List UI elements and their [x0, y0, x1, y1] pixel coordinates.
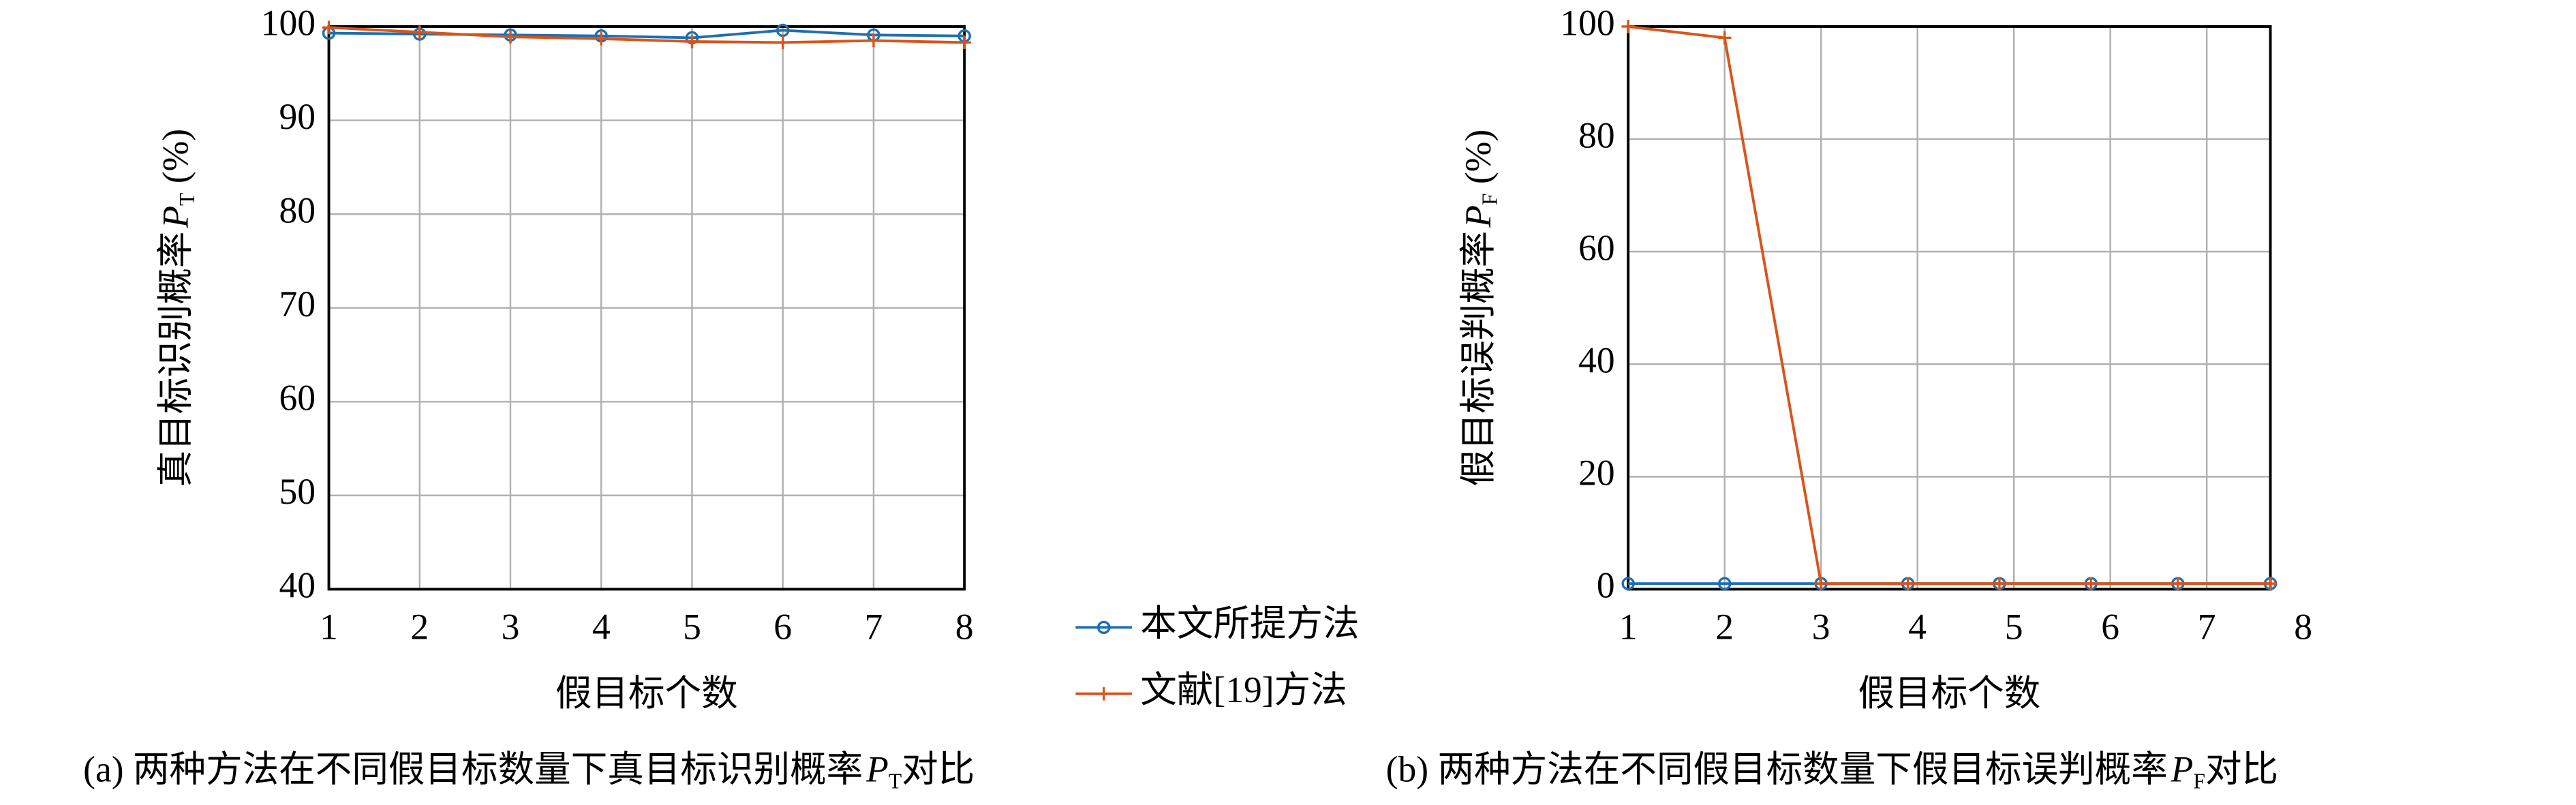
y-tick-label: 80 [279, 189, 316, 230]
point [1993, 577, 2006, 590]
plot-frame [1627, 25, 2272, 591]
x-tick-label: 5 [683, 607, 701, 648]
point [2084, 577, 2098, 590]
legend-label: 本文所提方法 [1140, 603, 1359, 644]
y-tick-label: 20 [1578, 453, 1615, 493]
x-tick-label: 7 [2198, 607, 2216, 648]
y-axis-label-text: 真目标识别概率 [155, 232, 196, 487]
y-tick-label: 60 [1578, 227, 1615, 268]
x-tick-label: 3 [502, 607, 520, 648]
y-tick-label: 60 [279, 378, 316, 419]
x-tick-label: 8 [2294, 607, 2312, 648]
y-axis-label-tail: (%) [1458, 130, 1499, 194]
point [776, 35, 790, 50]
point [685, 35, 699, 48]
caption-symbol: P [2171, 749, 2194, 790]
x-tick-label: 1 [1619, 607, 1638, 648]
x-tick-label: 4 [1908, 607, 1927, 648]
point [1621, 20, 1635, 33]
x-tick-label: 5 [2005, 607, 2023, 648]
caption: (b) 两种方法在不同假目标数量下假目标误判概率 PF对比 [1386, 749, 2278, 793]
caption-symbol: P [865, 749, 889, 790]
point [1814, 577, 1828, 590]
y-tick-label: 40 [279, 565, 316, 606]
point [413, 25, 427, 39]
y-axis-label-symbol: P [155, 206, 196, 229]
x-tick-label: 1 [320, 607, 338, 648]
x-axis-label: 假目标个数 [1858, 673, 2040, 714]
caption-text: (b) 两种方法在不同假目标数量下假目标误判概率 [1386, 749, 2168, 790]
point [1621, 577, 1635, 590]
x-tick-label: 2 [1715, 607, 1734, 648]
caption-tail: 对比 [902, 749, 975, 790]
x-tick-label: 3 [1812, 607, 1830, 648]
x-axis-label: 假目标个数 [555, 673, 738, 714]
point [594, 32, 608, 46]
series-line [328, 26, 965, 44]
plot-frame [327, 25, 966, 591]
y-tick-label: 80 [1578, 115, 1615, 155]
y-tick-label: 100 [1560, 2, 1614, 43]
x-tick-label: 4 [592, 607, 611, 648]
y-axis-label-subscript: T [175, 193, 199, 206]
point [867, 33, 880, 48]
point [957, 35, 971, 50]
point [504, 30, 517, 44]
x-tick-label: 8 [955, 607, 974, 648]
series-line [1627, 25, 2271, 586]
point [776, 23, 790, 37]
y-tick-label: 40 [1578, 340, 1615, 381]
x-tick-label: 7 [865, 607, 883, 648]
y-axis-label-symbol: P [1458, 205, 1499, 228]
x-tick-label: 6 [2101, 607, 2119, 648]
point [1717, 31, 1732, 45]
point [1901, 577, 1915, 590]
caption-text: (a) 两种方法在不同假目标数量下真目标识别概率 [83, 749, 863, 790]
legend-label: 文献[19]方法 [1140, 669, 1347, 710]
y-tick-label: 90 [279, 96, 316, 137]
y-tick-label: 0 [1597, 565, 1615, 606]
point [2263, 577, 2278, 590]
caption-subscript: F [2193, 770, 2205, 793]
point [2171, 577, 2185, 590]
x-tick-label: 2 [410, 607, 429, 648]
y-axis-label: 真目标识别概率 PT (%) [155, 129, 200, 487]
x-tick-label: 6 [773, 607, 792, 648]
point [322, 20, 336, 35]
y-tick-label: 50 [279, 471, 316, 512]
y-axis-label-text: 假目标误判概率 [1458, 231, 1499, 487]
point [1717, 577, 1732, 590]
y-tick-label: 70 [279, 284, 316, 324]
y-axis-label-tail: (%) [155, 129, 196, 193]
y-axis-label: 假目标误判概率 PF (%) [1458, 130, 1502, 487]
y-tick-label: 100 [261, 2, 316, 43]
caption-subscript: T [889, 770, 902, 793]
legend-marker [1097, 687, 1111, 701]
y-axis-label-subscript: F [1478, 193, 1502, 205]
caption-tail: 对比 [2205, 749, 2278, 790]
legend-marker [1097, 620, 1111, 635]
caption: (a) 两种方法在不同假目标数量下真目标识别概率 PT对比 [83, 749, 975, 793]
